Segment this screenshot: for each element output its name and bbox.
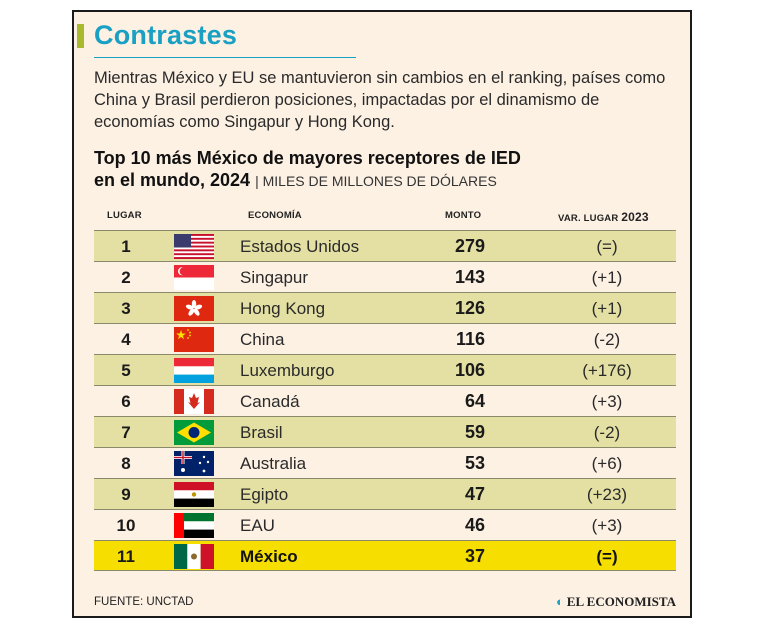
rank-cell: 1 xyxy=(121,237,131,256)
brazil-flag-icon xyxy=(174,420,214,445)
egypt-flag-icon xyxy=(174,482,214,507)
canada-flag-icon xyxy=(174,389,214,414)
amount-cell: 46 xyxy=(464,515,485,535)
economy-cell: Australia xyxy=(240,454,307,473)
rank-cell: 9 xyxy=(121,485,131,504)
page-title: Contrastes xyxy=(94,20,238,50)
variation-cell: (+1) xyxy=(591,268,623,287)
amount-cell: 106 xyxy=(454,360,485,380)
table-row: 6 Canadá 64 (+3) xyxy=(94,385,676,416)
table-row: 2 Singapur 143 (+1) xyxy=(94,261,676,292)
chart-unit: MILES DE MILLONES DE DÓLARES xyxy=(262,173,497,189)
table-row: 11 México 37 (=) xyxy=(94,540,676,571)
economy-cell: Singapur xyxy=(240,268,309,287)
col-header-variation-label: VAR. LUGAR xyxy=(558,213,619,224)
economy-cell: Estados Unidos xyxy=(240,237,360,256)
rank-cell: 7 xyxy=(121,423,131,442)
brand-name: EL ECONOMISTA xyxy=(566,594,676,609)
rank-cell: 11 xyxy=(117,547,135,566)
infographic-card: Contrastes Mientras México y EU se mantu… xyxy=(72,10,692,618)
table-row: 7 Brasil 59 (-2) xyxy=(94,416,676,447)
rank-cell: 3 xyxy=(121,299,131,318)
table-row: 8 Australia 53 (+6) xyxy=(94,447,676,478)
australia-flag-icon xyxy=(174,451,214,476)
amount-cell: 279 xyxy=(454,236,485,256)
amount-cell: 116 xyxy=(455,329,485,349)
table-row: 9 Egipto 47 (+23) xyxy=(94,478,676,509)
table-row: 1 Estados Unidos 279 (=) xyxy=(94,230,676,261)
mexico-flag-icon xyxy=(174,544,214,569)
amount-cell: 47 xyxy=(464,484,485,504)
col-header-rank: LUGAR xyxy=(107,210,142,221)
col-header-variation-year: 2023 xyxy=(621,210,649,224)
economy-cell: EAU xyxy=(240,516,275,535)
brand-mark-icon: ◐ xyxy=(555,594,564,609)
variation-cell: (+3) xyxy=(591,516,623,535)
rank-cell: 2 xyxy=(121,268,131,287)
col-header-variation: VAR. LUGAR 2023 xyxy=(558,210,649,224)
chart-title-line1: Top 10 más México de mayores receptores … xyxy=(94,148,521,168)
table-row: 10 EAU 46 (+3) xyxy=(94,509,676,540)
brand-logo: ◐ EL ECONOMISTA xyxy=(556,594,676,610)
title-rule xyxy=(94,57,356,58)
variation-cell: (+6) xyxy=(591,454,623,473)
chart-title: Top 10 más México de mayores receptores … xyxy=(94,147,679,192)
rank-cell: 6 xyxy=(121,392,131,411)
rank-cell: 5 xyxy=(121,361,131,380)
chart-unit-separator: | xyxy=(255,173,263,189)
table-row: 3 Hong Kong 126 (+1) xyxy=(94,292,676,323)
economy-cell: Brasil xyxy=(240,423,283,442)
ranking-table: 1 Estados Unidos 279 (=) 2 Singapur 143 (+1) 3… xyxy=(94,230,676,571)
luxembourg-flag-icon xyxy=(174,358,214,383)
col-header-economy: ECONOMÍA xyxy=(248,210,302,221)
intro-text: Mientras México y EU se mantuvieron sin … xyxy=(94,69,666,131)
table-row: 4 China 116 (-2) xyxy=(94,323,676,354)
economy-cell: México xyxy=(240,547,298,566)
amount-cell: 143 xyxy=(454,267,485,287)
col-header-amount: MONTO xyxy=(445,210,482,221)
rank-cell: 10 xyxy=(116,516,136,535)
table-row: 5 Luxemburgo 106 (+176) xyxy=(94,354,676,385)
amount-cell: 37 xyxy=(464,546,485,566)
title-accent-bar xyxy=(77,24,84,48)
source-note: FUENTE: UNCTAD xyxy=(94,596,194,608)
variation-cell: (-2) xyxy=(593,330,621,349)
variation-cell: (+3) xyxy=(591,392,623,411)
variation-cell: (+23) xyxy=(586,485,628,504)
rank-cell: 8 xyxy=(121,454,131,473)
china-flag-icon xyxy=(174,327,214,352)
hong-kong-flag-icon xyxy=(174,296,214,321)
amount-cell: 126 xyxy=(454,298,485,318)
economy-cell: Hong Kong xyxy=(240,299,326,318)
amount-cell: 53 xyxy=(464,453,485,473)
uae-flag-icon xyxy=(174,513,214,538)
variation-cell: (=) xyxy=(596,237,618,256)
variation-cell: (+176) xyxy=(582,361,632,380)
economy-cell: Canadá xyxy=(240,392,300,411)
economy-cell: Luxemburgo xyxy=(240,361,335,380)
us-flag-icon xyxy=(174,234,214,259)
variation-cell: (-2) xyxy=(593,423,621,442)
variation-cell: (=) xyxy=(596,547,618,566)
singapore-flag-icon xyxy=(174,265,214,290)
rank-cell: 4 xyxy=(121,330,131,349)
amount-cell: 59 xyxy=(464,422,485,442)
variation-cell: (+1) xyxy=(591,299,623,318)
economy-cell: Egipto xyxy=(240,485,289,504)
chart-title-line2: en el mundo, 2024 xyxy=(94,170,251,190)
amount-cell: 64 xyxy=(464,391,485,411)
economy-cell: China xyxy=(240,330,285,349)
